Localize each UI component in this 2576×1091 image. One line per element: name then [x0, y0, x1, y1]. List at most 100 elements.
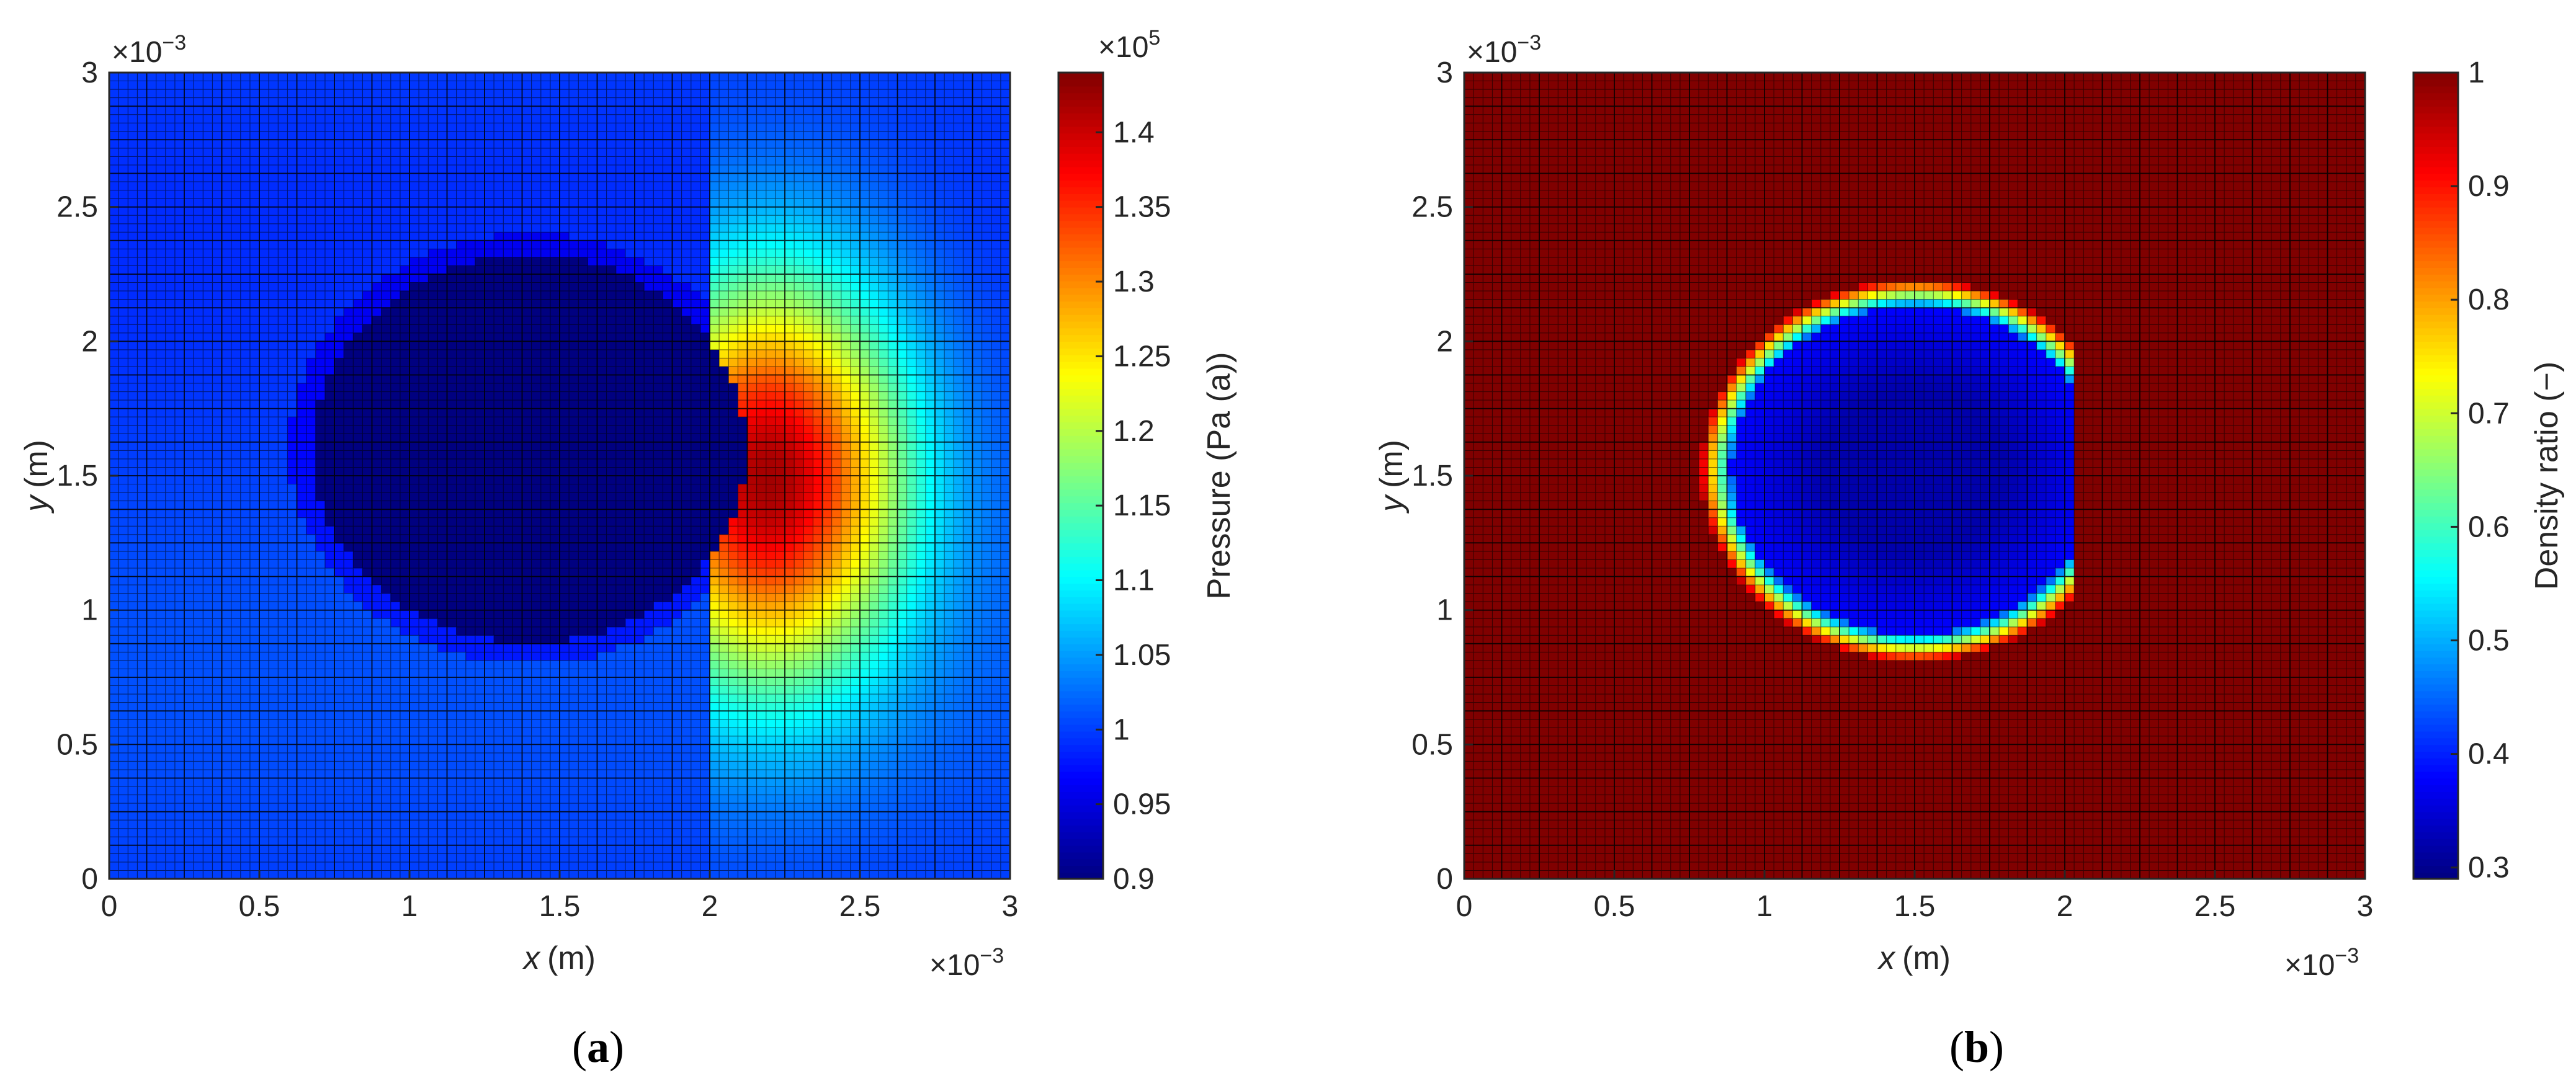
heatmap-cell	[165, 164, 176, 174]
heatmap-cell	[381, 257, 391, 267]
heatmap-cell	[522, 450, 532, 460]
heatmap-cell	[203, 223, 213, 233]
heatmap-cell	[184, 123, 194, 132]
heatmap-cell	[128, 610, 138, 619]
heatmap-cell	[503, 828, 513, 837]
heatmap-cell	[503, 702, 513, 711]
heatmap-cell	[306, 164, 316, 174]
heatmap-cell	[531, 517, 542, 527]
heatmap-cell	[174, 626, 185, 636]
heatmap-cell	[447, 106, 457, 115]
heatmap-cell	[550, 215, 560, 225]
heatmap-cell	[550, 240, 560, 249]
heatmap-cell	[588, 534, 598, 543]
heatmap-cell	[390, 568, 401, 577]
heatmap-cell	[494, 73, 504, 82]
heatmap-cell	[334, 223, 344, 233]
heatmap-cell	[531, 803, 542, 813]
heatmap-cell	[540, 677, 551, 687]
heatmap-cell	[428, 685, 438, 695]
heatmap-cell	[259, 400, 269, 409]
heatmap-cell	[485, 358, 494, 367]
heatmap-cell	[400, 795, 410, 804]
heatmap-cell	[522, 492, 532, 502]
heatmap-cell	[512, 685, 523, 695]
heatmap-cell	[194, 450, 203, 460]
heatmap-cell	[119, 274, 128, 283]
heatmap-cell	[287, 685, 298, 695]
heatmap-cell	[578, 265, 588, 275]
heatmap-cell	[278, 501, 288, 510]
heatmap-cell	[231, 853, 241, 863]
heatmap-cell	[550, 332, 560, 342]
heatmap-cell	[174, 114, 185, 123]
heatmap-cell	[137, 837, 148, 846]
heatmap-cell	[381, 408, 391, 417]
heatmap-cell	[494, 332, 504, 342]
heatmap-cell	[146, 853, 157, 863]
heatmap-cell	[315, 148, 326, 158]
heatmap-cell	[475, 324, 485, 334]
heatmap-cell	[203, 232, 213, 241]
heatmap-cell	[588, 123, 598, 132]
heatmap-cell	[156, 660, 166, 670]
heatmap-cell	[344, 862, 354, 871]
heatmap-cell	[128, 341, 138, 350]
heatmap-cell	[485, 375, 494, 384]
heatmap-cell	[259, 308, 269, 317]
heatmap-cell	[522, 265, 532, 275]
heatmap-cell	[334, 81, 344, 90]
heatmap-cell	[324, 677, 335, 687]
heatmap-cell	[569, 391, 579, 401]
heatmap-cell	[278, 711, 288, 720]
heatmap-cell	[390, 610, 401, 619]
heatmap-cell	[287, 375, 298, 384]
heatmap-cell	[540, 837, 551, 846]
heatmap-cell	[372, 349, 382, 359]
heatmap-cell	[465, 215, 476, 225]
heatmap-cell	[249, 223, 260, 233]
heatmap-cell	[569, 308, 579, 317]
heatmap-cell	[194, 308, 203, 317]
heatmap-cell	[494, 626, 504, 636]
heatmap-cell	[362, 778, 373, 787]
heatmap-cell	[240, 602, 251, 611]
heatmap-cell	[447, 476, 457, 485]
heatmap-cell	[485, 215, 494, 225]
heatmap-cell	[156, 89, 166, 99]
heatmap-cell	[550, 492, 560, 502]
heatmap-cell	[578, 694, 588, 703]
heatmap-cell	[494, 106, 504, 115]
heatmap-cell	[287, 400, 298, 409]
heatmap-cell	[437, 400, 448, 409]
heatmap-cell	[475, 820, 485, 829]
heatmap-cell	[137, 324, 148, 334]
heatmap-cell	[522, 853, 532, 863]
heatmap-cell	[381, 862, 391, 871]
heatmap-cell	[550, 375, 560, 384]
heatmap-cell	[344, 870, 354, 879]
heatmap-cell	[428, 198, 438, 208]
heatmap-cell	[221, 626, 232, 636]
heatmap-cell	[362, 190, 373, 199]
heatmap-cell	[231, 173, 241, 182]
heatmap-cell	[437, 308, 448, 317]
heatmap-cell	[137, 568, 148, 577]
heatmap-cell	[522, 316, 532, 325]
heatmap-cell	[456, 425, 467, 434]
heatmap-cell	[419, 694, 429, 703]
heatmap-cell	[381, 769, 391, 779]
heatmap-cell	[522, 811, 532, 821]
heatmap-cell	[447, 332, 457, 342]
heatmap-cell	[194, 324, 203, 334]
heatmap-cell	[540, 870, 551, 879]
heatmap-cell	[137, 820, 148, 829]
heatmap-cell	[165, 97, 176, 107]
heatmap-cell	[400, 669, 410, 678]
heatmap-cell	[485, 820, 494, 829]
heatmap-cell	[128, 694, 138, 703]
heatmap-cell	[475, 341, 485, 350]
heatmap-cell	[447, 434, 457, 443]
heatmap-cell	[156, 140, 166, 149]
heatmap-cell	[485, 476, 494, 485]
